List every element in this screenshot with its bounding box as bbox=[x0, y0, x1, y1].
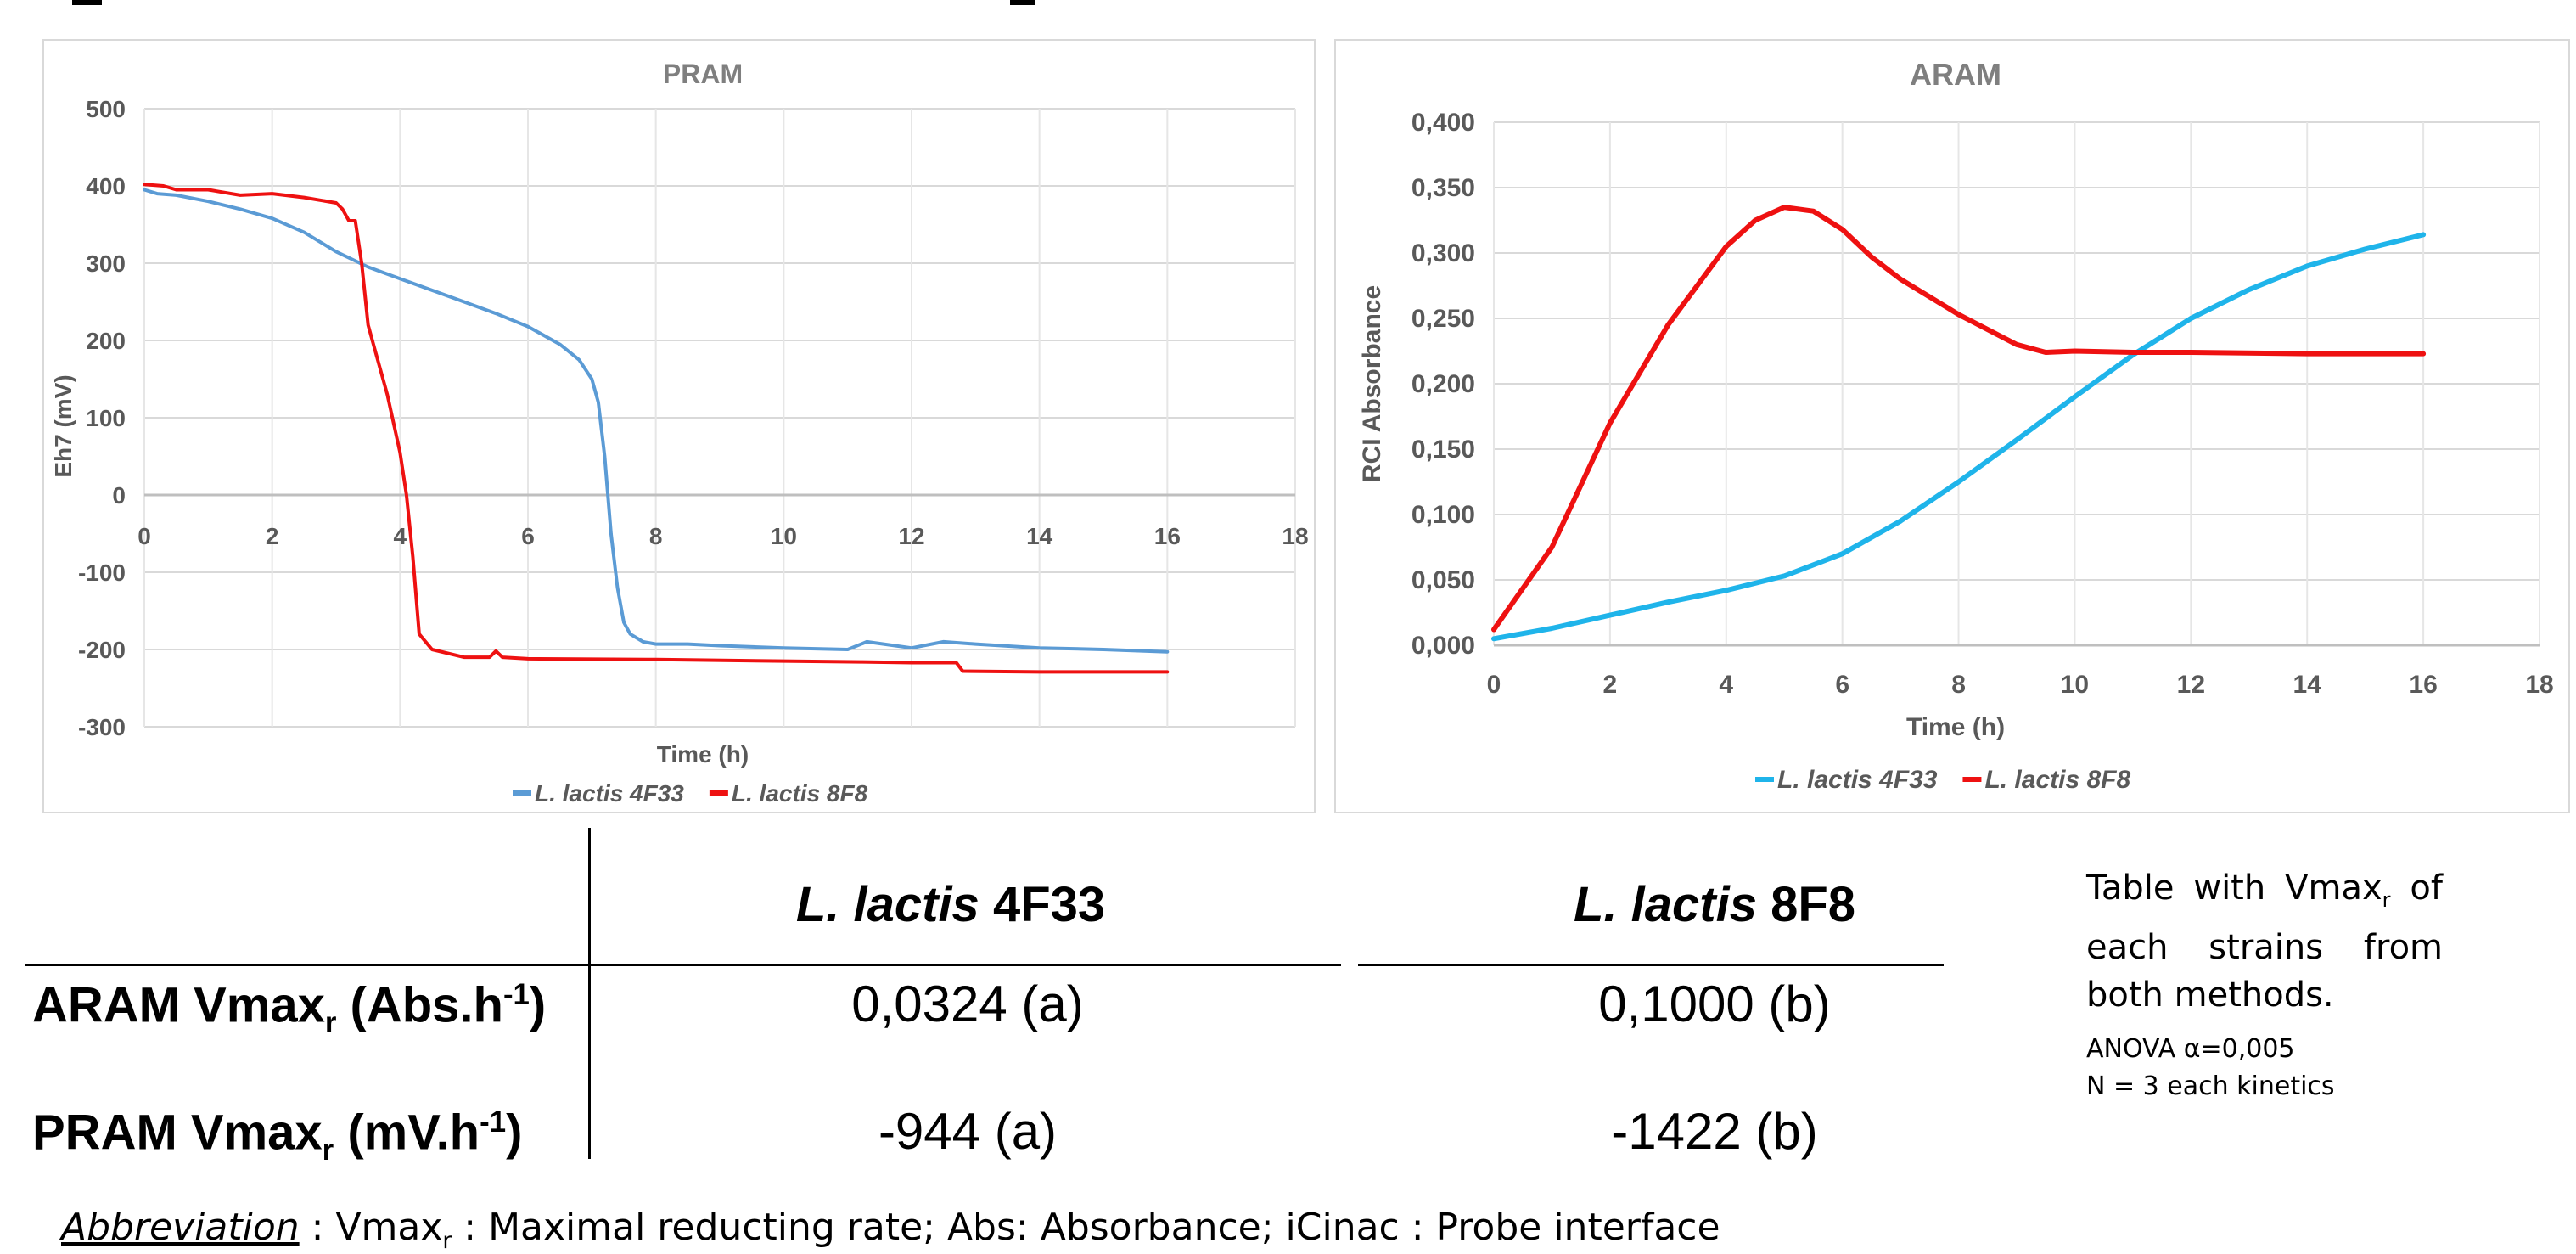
pram-series-line-1 bbox=[143, 188, 1170, 654]
table-divider-vertical bbox=[588, 828, 591, 1159]
aram-ytick-label: 0,250 bbox=[1411, 305, 1475, 333]
pram-ytick-label: 0 bbox=[112, 482, 126, 509]
table-header-4f33: L. lactis 4F33 bbox=[795, 877, 1106, 932]
pram-xtick-label: 0 bbox=[137, 523, 151, 549]
aram-series-line-1 bbox=[1491, 232, 2427, 642]
pram-chart: -300 -200 -100 0 100 200 300 400 500 0 2 4 6 8 10 12 14 1… bbox=[42, 39, 1316, 813]
aram-ytick-label: 0,050 bbox=[1411, 566, 1475, 594]
table-note: Table with Vmaxr of each strains from bo… bbox=[2086, 869, 2443, 1015]
pram-ytick-label: 400 bbox=[86, 173, 126, 200]
pram-xtick-label: 6 bbox=[521, 523, 535, 549]
aram-ytick-label: 0,300 bbox=[1411, 239, 1475, 267]
pram-xtick-label: 18 bbox=[1282, 523, 1308, 549]
aram-ytick-label: 0,150 bbox=[1411, 436, 1475, 464]
aram-xtick-label: 10 bbox=[2061, 671, 2089, 699]
aram-xtick-label: 12 bbox=[2177, 671, 2205, 699]
table-row-label-aram: ARAM Vmaxr (Abs.h-1) bbox=[32, 977, 547, 1039]
aram-ytick-label: 0,400 bbox=[1411, 109, 1475, 137]
abbreviation-label: Abbreviation bbox=[61, 1206, 300, 1249]
table-cell-pram-4f33: -944 (a) bbox=[878, 1103, 1058, 1160]
aram-xtick-label: 18 bbox=[2525, 671, 2553, 699]
vmax-table: L. lactis 4F33 L. lactis 8F8 ARAM Vmaxr … bbox=[25, 828, 1969, 1167]
abbreviation-line: Abbreviation : Vmaxr : Maximal reducting… bbox=[61, 1206, 1720, 1254]
page-title-fragment bbox=[72, 0, 1035, 5]
aram-x-axis-label: Time (h) bbox=[1906, 713, 2005, 741]
aram-legend-label-2: L. lactis 8F8 bbox=[1984, 766, 2130, 794]
aram-xtick-label: 0 bbox=[1487, 671, 1501, 699]
pram-ytick-label: 500 bbox=[86, 96, 126, 122]
pram-xtick-label: 12 bbox=[898, 523, 924, 549]
pram-ytick-label: -100 bbox=[78, 560, 126, 586]
table-cell-aram-4f33: 0,0324 (a) bbox=[851, 976, 1084, 1032]
table-header-8f8: L. lactis 8F8 bbox=[1573, 877, 1856, 932]
pram-xtick-label: 8 bbox=[649, 523, 663, 549]
pram-xtick-label: 16 bbox=[1154, 523, 1181, 549]
aram-ytick-label: 0,350 bbox=[1411, 174, 1475, 202]
aram-ytick-label: 0,200 bbox=[1411, 370, 1475, 398]
aram-xtick-label: 4 bbox=[1719, 671, 1733, 699]
pram-ytick-label: -300 bbox=[78, 714, 126, 740]
table-rule-col2 bbox=[1358, 964, 1944, 966]
aram-ytick-label: 0,000 bbox=[1411, 632, 1475, 660]
aram-xtick-label: 8 bbox=[1951, 671, 1966, 699]
aram-chart: 0,000 0,050 0,100 0,150 0,200 0,250 0,300 0,350… bbox=[1334, 39, 2570, 813]
aram-title: ARAM bbox=[1910, 57, 2001, 92]
pram-ytick-label: 300 bbox=[86, 250, 126, 277]
aram-legend-label-1: L. lactis 4F33 bbox=[1777, 766, 1938, 794]
pram-x-axis-label: Time (h) bbox=[657, 741, 749, 768]
anova-note: ANOVA α=0,005 bbox=[2086, 1034, 2295, 1064]
pram-xtick-label: 14 bbox=[1026, 523, 1053, 549]
aram-xtick-label: 16 bbox=[2409, 671, 2437, 699]
pram-xtick-label: 2 bbox=[266, 523, 279, 549]
pram-title: PRAM bbox=[663, 59, 743, 89]
aram-xtick-label: 2 bbox=[1603, 671, 1618, 699]
pram-legend-label-2: L. lactis 8F8 bbox=[732, 780, 868, 807]
table-cell-pram-8f8: -1422 (b) bbox=[1611, 1103, 1818, 1160]
table-cell-aram-8f8: 0,1000 (b) bbox=[1598, 976, 1831, 1032]
pram-ytick-label: 100 bbox=[86, 405, 126, 431]
pram-ytick-label: 200 bbox=[86, 328, 126, 354]
aram-chart-svg: 0,000 0,050 0,100 0,150 0,200 0,250 0,300 0,350… bbox=[1358, 57, 2554, 794]
pram-series-line-2 bbox=[143, 183, 1170, 674]
pram-ytick-label: -200 bbox=[78, 637, 126, 663]
aram-xtick-label: 14 bbox=[2293, 671, 2322, 699]
pram-xtick-label: 10 bbox=[771, 523, 797, 549]
pram-chart-svg: -300 -200 -100 0 100 200 300 400 500 0 2 4 6 8 10 12 14 1… bbox=[50, 59, 1309, 807]
aram-y-axis-label: RCI Absorbance bbox=[1358, 285, 1386, 482]
aram-ytick-label: 0,100 bbox=[1411, 501, 1475, 529]
n-note: N = 3 each kinetics bbox=[2086, 1071, 2335, 1101]
pram-legend-label-1: L. lactis 4F33 bbox=[535, 780, 684, 807]
aram-xtick-label: 6 bbox=[1835, 671, 1849, 699]
pram-xtick-label: 4 bbox=[394, 523, 407, 549]
table-rule-col1 bbox=[25, 964, 1341, 966]
aram-series-line-2 bbox=[1491, 205, 2427, 633]
table-row-label-pram: PRAM Vmaxr (mV.h-1) bbox=[32, 1105, 523, 1167]
pram-y-axis-label: Eh7 (mV) bbox=[50, 374, 76, 477]
